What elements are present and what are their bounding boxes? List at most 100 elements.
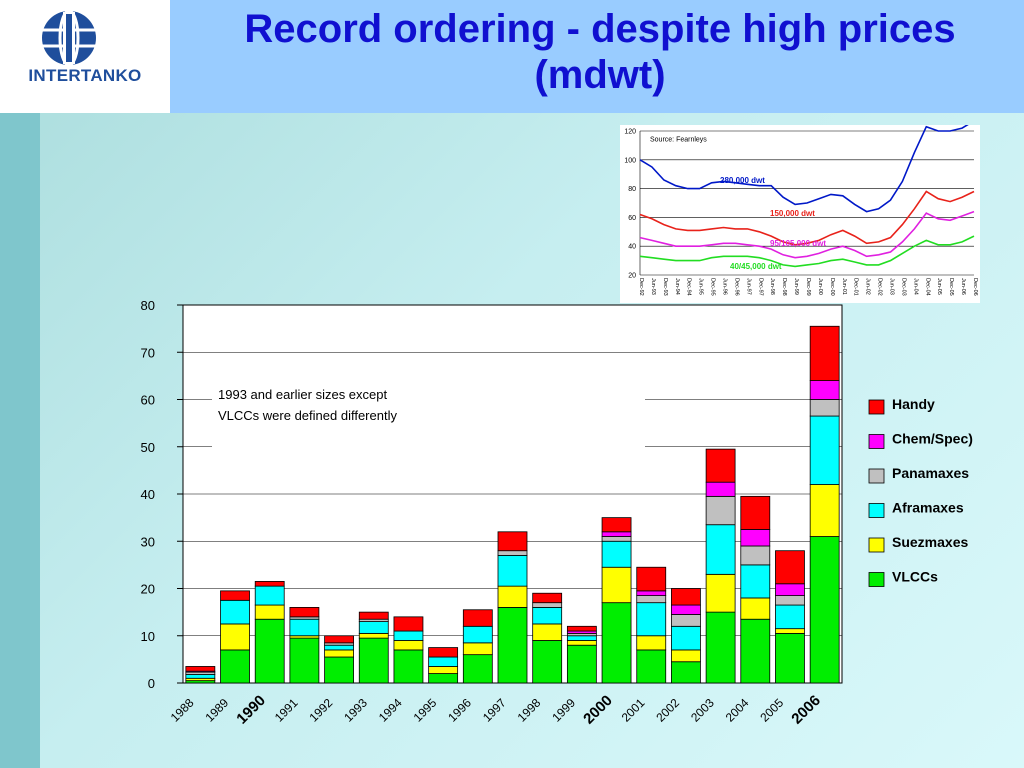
inset-x-tick-label: Jun-05 [936, 278, 942, 295]
bar-1999-aframaxes [566, 635, 597, 641]
intertanko-logo: INTERTANKO [0, 0, 170, 113]
bar-1998-aframaxes [532, 607, 563, 625]
bar-2005-suezmaxes [775, 628, 805, 634]
inset-x-tick-label: Jun-02 [865, 278, 871, 295]
bar-1990-handy [254, 581, 285, 587]
bar-2004-chem-spec [740, 529, 771, 547]
bar-1999-vlccs [566, 644, 597, 684]
bar-2002-handy [671, 588, 701, 606]
bar-2005-aframaxes [775, 604, 805, 630]
x-tick-label-1994: 1994 [376, 696, 405, 725]
inset-x-tick-label: Dec-01 [853, 278, 859, 296]
bar-2001-chem-spec [636, 590, 667, 596]
bar-1990-vlccs [254, 618, 285, 684]
bar-1995-aframaxes [428, 656, 459, 667]
bar-1996-vlccs [462, 654, 493, 684]
bar-1997-aframaxes [497, 555, 528, 587]
inset-y-tick-label: 100 [624, 157, 636, 164]
x-tick-label-2001: 2001 [619, 696, 648, 725]
bar-1997-handy [497, 531, 528, 552]
inset-source-annotation: Source: Fearnleys [650, 137, 707, 144]
bar-1995-suezmaxes [428, 666, 459, 674]
x-tick-label-2000: 2000 [580, 692, 616, 728]
inset-x-tick-label: Jun-00 [817, 278, 823, 295]
bar-2001-vlccs [636, 649, 667, 684]
slide-header [0, 0, 1024, 113]
legend-label-vlccs: VLCCs [892, 569, 938, 585]
inset-y-tick-label: 20 [628, 273, 636, 280]
inset-x-tick-label: Jun-96 [722, 278, 728, 295]
decorative-strip [0, 113, 40, 768]
bar-2004-suezmaxes [740, 597, 771, 620]
bar-1992-suezmaxes [324, 649, 354, 658]
inset-y-tick-label: 80 [628, 186, 636, 193]
bar-1993-vlccs [358, 637, 389, 684]
y-tick-label: 70 [141, 345, 155, 360]
bar-1988-handy [185, 666, 216, 672]
bar-2006-vlccs [809, 536, 840, 684]
bar-1992-aframaxes [324, 644, 354, 651]
bar-1999-suezmaxes [566, 640, 597, 646]
y-tick-label: 10 [141, 629, 155, 644]
globe-i-logo-icon [42, 9, 96, 67]
x-tick-label-1992: 1992 [307, 696, 336, 725]
bar-2003-vlccs [705, 611, 736, 684]
inset-x-tick-label: Jun-01 [841, 278, 847, 295]
inset-line-280-000-dwt [639, 120, 975, 213]
bar-1997-panamaxes [497, 550, 528, 556]
bar-1998-vlccs [532, 640, 563, 684]
bar-1991-handy [289, 607, 320, 618]
inset-series-label-40-45-000-dwt: 40/45,000 dwt [730, 262, 782, 271]
inset-x-tick-label: Dec-04 [924, 278, 930, 296]
y-tick-label: 60 [141, 393, 155, 408]
bar-1994-aframaxes [393, 630, 424, 641]
inset-series-label-150-000-dwt: 150,000 dwt [770, 209, 815, 218]
bar-2001-aframaxes [636, 602, 667, 637]
inset-line-40-45-000-dwt [639, 235, 975, 268]
bar-1992-handy [324, 635, 354, 644]
bar-1991-aframaxes [289, 618, 320, 637]
y-tick-label: 50 [141, 440, 155, 455]
bar-2005-panamaxes [775, 595, 805, 606]
y-tick-label: 40 [141, 487, 155, 502]
inset-x-tick-label: Jun-95 [698, 278, 704, 295]
legend-swatch-handy [868, 399, 885, 415]
inset-x-tick-label: Jun-94 [674, 278, 680, 295]
bar-2003-panamaxes [705, 495, 736, 526]
inset-x-tick-label: Dec-92 [638, 278, 644, 296]
bar-1994-handy [393, 616, 424, 632]
inset-x-tick-label: Dec-95 [710, 278, 716, 296]
bar-2005-handy [775, 550, 805, 585]
x-tick-label-1988: 1988 [168, 696, 197, 725]
inset-x-tick-label: Jun-03 [889, 278, 895, 295]
x-tick-label-1996: 1996 [445, 696, 474, 725]
bar-2004-vlccs [740, 618, 771, 684]
bar-2000-vlccs [601, 602, 632, 684]
x-tick-label-2004: 2004 [723, 696, 752, 725]
y-tick-label: 20 [141, 582, 155, 597]
bar-2006-aframaxes [809, 415, 840, 485]
inset-line-95-105-000-dwt [639, 210, 975, 259]
x-tick-label-1995: 1995 [411, 696, 440, 725]
title-line-2: (mdwt) [534, 53, 666, 97]
bar-2003-suezmaxes [705, 573, 736, 613]
legend-label-suezmaxes: Suezmaxes [892, 534, 968, 550]
bar-2002-panamaxes [671, 614, 701, 627]
bar-2003-aframaxes [705, 524, 736, 575]
title-line-1: Record ordering - despite high prices [244, 7, 956, 51]
bar-1997-vlccs [497, 607, 528, 684]
bar-1992-vlccs [324, 656, 354, 684]
inset-x-tick-label: Dec-00 [829, 278, 835, 296]
inset-x-tick-label: Jun-93 [650, 278, 656, 295]
bar-1995-handy [428, 647, 459, 658]
x-tick-label-2002: 2002 [653, 696, 682, 725]
inset-y-tick-label: 60 [628, 215, 636, 222]
bar-2000-panamaxes [601, 536, 632, 542]
inset-x-tick-label: Jun-97 [745, 278, 751, 295]
bar-1989-handy [220, 590, 250, 601]
inset-x-tick-label: Dec-02 [877, 278, 883, 296]
bar-1993-suezmaxes [358, 632, 389, 639]
x-tick-label-1998: 1998 [515, 696, 544, 725]
bar-1997-suezmaxes [497, 585, 528, 608]
